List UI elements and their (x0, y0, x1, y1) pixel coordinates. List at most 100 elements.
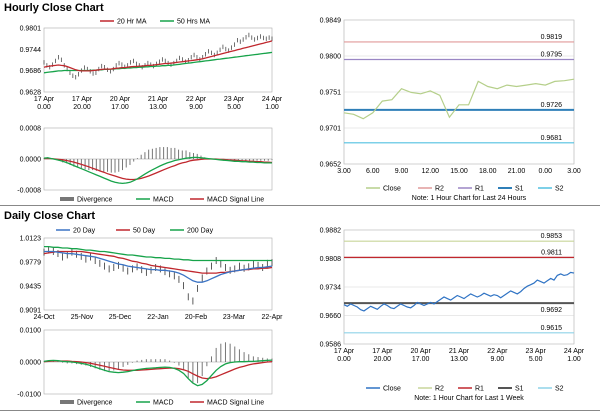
legend-macd-signal-label: MACD Signal Line (207, 197, 264, 204)
ma-20-day-line (44, 250, 273, 283)
macd-line (43, 359, 273, 387)
x-tick-label: 25-Nov (71, 314, 94, 321)
x-tick-label: 0.00 (538, 168, 552, 175)
x-tick-label: 24 Apr 1.00 (564, 348, 585, 363)
x-tick-label: 23 Apr 5.00 (526, 348, 547, 363)
x-tick-label: 3.00 (337, 168, 351, 175)
legend-50-day-label: 50 Day (133, 228, 156, 235)
legend-close-label: Close (383, 186, 401, 193)
chart-note: Note: 1 Hour Chart for Last 24 Hours (412, 195, 527, 202)
x-tick-label: 21.00 (508, 168, 526, 175)
y-tick-label: 1.0123 (20, 236, 42, 243)
legend-200-day-label: 200 Day (187, 228, 214, 235)
x-tick-label: 22-Apr (261, 314, 283, 321)
legend-divergence-label: Divergence (77, 400, 113, 407)
x-tick-label: 9.00 (395, 168, 409, 175)
y-tick-label: 0.0008 (20, 126, 42, 133)
y-tick-label: 0.9800 (320, 54, 342, 61)
plot-frame (43, 27, 273, 93)
x-tick-label: 20 Apr 17.00 (110, 96, 131, 111)
y-tick-label: 0.9586 (320, 342, 342, 349)
y-tick-label: 0.9660 (320, 313, 342, 320)
hourly-section-title: Hourly Close Chart (4, 2, 104, 14)
macd-line (43, 156, 272, 185)
y-tick-label: 0.9882 (320, 228, 342, 235)
x-tick-label: 17 Apr 0.00 (34, 96, 55, 111)
level-s2-label: 0.9615 (541, 325, 563, 332)
x-tick-label: 24 Apr 1.00 (262, 96, 283, 111)
level-r1-label: 0.9795 (541, 51, 563, 58)
daily-macd-chart: 0.0100 0.0000 -0.0100 Divergence MACD MACD Si… (17, 328, 273, 407)
level-r2-label: 0.9853 (541, 233, 563, 240)
legend-20-day-label: 20 Day (73, 228, 96, 235)
legend-s2-label: S2 (555, 186, 564, 193)
plot-frame (43, 237, 273, 311)
x-tick-label: 22 Apr 9.00 (186, 96, 207, 111)
close-line (343, 271, 575, 312)
y-tick-label: -0.0008 (17, 188, 41, 195)
y-tick-label: 0.9808 (320, 256, 342, 263)
x-tick-label: 12.00 (421, 168, 439, 175)
section-divider (0, 205, 600, 206)
legend-macd-signal-label: MACD Signal Line (207, 400, 264, 407)
x-tick-label: 21 Apr 13.00 (148, 96, 169, 111)
level-s2-label: 0.9681 (541, 135, 563, 142)
legend-r1-label: R1 (475, 186, 484, 193)
y-tick-label: 0.9801 (20, 26, 42, 33)
x-tick-label: 17 Apr 20.00 (72, 96, 93, 111)
ma-20-line (43, 40, 273, 72)
y-tick-label: 0.9744 (20, 47, 42, 54)
y-tick-label: 0.9652 (320, 162, 342, 169)
bottom-rule (0, 410, 600, 411)
legend-20hr-ma-label: 20 Hr MA (117, 19, 147, 26)
legend-r1-label: R1 (475, 386, 484, 393)
macd-signal-line (43, 360, 273, 380)
x-tick-label: 20 Apr 17.00 (411, 348, 432, 363)
y-tick-label: 0.9628 (20, 90, 42, 97)
x-tick-label: 25-Dec (109, 314, 132, 321)
y-tick-label: -0.0100 (17, 392, 41, 399)
legend-r2-label: R2 (435, 186, 444, 193)
legend-macd-label: MACD (153, 197, 174, 204)
y-tick-label: 0.9734 (320, 285, 342, 292)
x-tick-label: 17 Apr 20.00 (372, 348, 393, 363)
level-r1-label: 0.9811 (541, 249, 562, 256)
x-tick-label: 22-Jan (147, 314, 169, 321)
y-tick-label: 0.0000 (20, 360, 42, 367)
level-r2-label: 0.9819 (541, 34, 563, 41)
level-s1-label: 0.9726 (541, 102, 563, 109)
daily-section-title: Daily Close Chart (4, 210, 96, 222)
legend-close-label: Close (383, 386, 401, 393)
x-tick-label: 23-Mar (223, 314, 246, 321)
y-tick-label: 0.9751 (320, 90, 342, 97)
y-tick-label: 0.9686 (20, 68, 42, 75)
level-s1-label: 0.9692 (541, 307, 563, 314)
x-tick-label: 20-Feb (185, 314, 207, 321)
x-tick-label: 18.00 (479, 168, 497, 175)
x-tick-label: 21 Apr 13.00 (449, 348, 470, 363)
legend-50hr-ma-label: 50 Hrs MA (177, 19, 210, 26)
y-tick-label: 0.9701 (320, 126, 342, 133)
y-tick-label: 0.9779 (20, 260, 42, 267)
y-tick-label: 0.9435 (20, 284, 42, 291)
y-tick-label: 0.0000 (20, 157, 42, 164)
x-tick-label: 24-Oct (33, 314, 54, 321)
y-tick-label: 0.9849 (320, 18, 342, 25)
ma-200-day-line (44, 245, 272, 262)
y-tick-label: 0.9091 (20, 308, 42, 315)
x-tick-label: 15.00 (450, 168, 468, 175)
y-tick-label: 0.0100 (20, 328, 42, 335)
macd-signal-line (44, 157, 273, 181)
x-tick-label: 6.00 (366, 168, 380, 175)
x-tick-label: 22 Apr 9.00 (487, 348, 508, 363)
legend-divergence-label: Divergence (77, 197, 113, 204)
legend-s1-label: S1 (515, 186, 524, 193)
chart-note: Note: 1 Hour Chart for Last 1 Week (414, 395, 524, 402)
legend-divergence-swatch (60, 197, 74, 201)
legend-divergence-swatch (60, 400, 74, 404)
close-line (343, 78, 575, 120)
x-tick-label: 3.00 (567, 168, 581, 175)
